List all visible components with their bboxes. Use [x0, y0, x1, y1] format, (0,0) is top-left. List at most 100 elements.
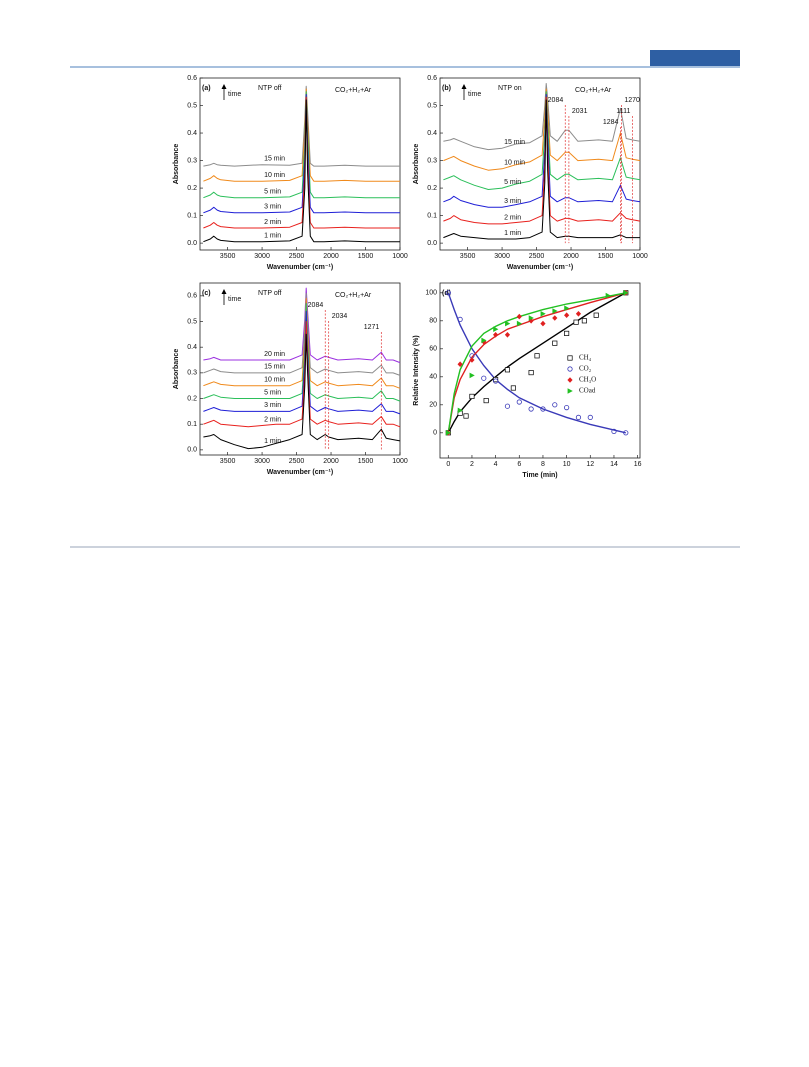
series-label: 3 min [264, 402, 281, 409]
point-square [534, 353, 540, 359]
spectrum-line [203, 94, 400, 214]
series-label: 2 min [264, 219, 281, 226]
point-triangle [481, 337, 487, 344]
y-tick-label: 0.4 [187, 344, 197, 351]
peak-label: 2084 [548, 97, 564, 104]
gas-label: CO₂+H₂+Ar [575, 87, 612, 94]
point-circle [540, 406, 546, 412]
legend-label: CO₂ [579, 365, 592, 373]
fit-line [447, 292, 626, 434]
condition-label: NTP off [258, 85, 282, 92]
time-label: time [468, 91, 481, 98]
point-circle [552, 402, 558, 408]
time-arrow-head [221, 84, 227, 89]
point-square [504, 367, 511, 373]
point-triangle [469, 372, 475, 379]
legend-marker [567, 377, 573, 383]
series-label: 15 min [504, 139, 525, 146]
spectrum-line [443, 99, 640, 240]
x-tick-label: 2000 [323, 253, 339, 260]
point-diamond [564, 312, 570, 318]
x-tick-label: 0 [446, 461, 450, 468]
series-label: 1 min [264, 233, 281, 240]
y-tick-label: 80 [429, 318, 437, 325]
y-tick-label: 0.1 [187, 212, 197, 219]
y-tick-label: 0.2 [187, 395, 197, 402]
point-circle [528, 406, 534, 412]
x-tick-label: 2 [470, 461, 474, 468]
x-tick-label: 6 [517, 461, 521, 468]
y-axis-title: Relative Intensity (%) [413, 335, 420, 405]
spectrum-line [203, 85, 400, 167]
gas-label: CO₂+H₂+Ar [335, 87, 372, 94]
x-tick-label: 4 [494, 461, 498, 468]
series-label: 3 min [264, 204, 281, 211]
point-triangle [623, 290, 629, 296]
point-circle [611, 428, 617, 434]
spectrum-line [443, 83, 641, 151]
time-arrow-head [221, 289, 227, 294]
x-tick-label: 3500 [220, 253, 236, 260]
spectrum-line [203, 99, 400, 243]
point-circle [564, 404, 570, 411]
point-circle [504, 403, 511, 409]
point-square [510, 385, 516, 391]
legend-label: COad [579, 387, 596, 395]
peak-label: 1111 [616, 108, 630, 115]
time-label: time [228, 296, 241, 303]
series-label: 15 min [264, 364, 285, 371]
point-diamond [516, 313, 522, 320]
panel-label: (c) [202, 290, 211, 297]
point-square [564, 330, 570, 336]
y-tick-label: 0.0 [427, 240, 437, 247]
y-tick-label: 0 [433, 430, 437, 437]
header-tab [650, 50, 740, 66]
y-tick-label: 100 [425, 290, 437, 297]
point-square [483, 398, 489, 404]
y-tick-label: 0.0 [187, 447, 197, 454]
point-circle [493, 378, 499, 384]
y-tick-label: 0.5 [427, 102, 437, 109]
point-triangle [445, 430, 452, 436]
gas-label: CO₂+H₂+Ar [335, 292, 372, 299]
x-tick-label: 1000 [632, 253, 648, 260]
legend-marker [567, 388, 573, 394]
point-circle [457, 316, 463, 322]
y-tick-label: 0.6 [187, 293, 197, 300]
series-label: 2 min [504, 215, 521, 222]
y-axis-title: Absorbance [413, 144, 420, 185]
legend-label: CH₄ [579, 354, 592, 362]
point-square [581, 318, 587, 324]
spectrum-line [203, 88, 400, 182]
y-tick-label: 0.6 [187, 75, 197, 82]
x-axis-title: Wavenumber (cm⁻¹) [267, 264, 333, 271]
point-circle [481, 375, 487, 381]
x-tick-label: 2500 [529, 253, 545, 260]
x-tick-label: 1000 [392, 253, 408, 260]
x-tick-label: 2000 [563, 253, 579, 260]
point-circle [623, 430, 629, 436]
x-tick-label: 2500 [289, 253, 305, 260]
point-square [463, 413, 469, 419]
x-tick-label: 12 [586, 461, 594, 468]
x-tick-label: 14 [610, 461, 618, 468]
x-tick-label: 10 [563, 461, 571, 468]
point-circle [445, 290, 451, 296]
x-tick-label: 3000 [254, 253, 270, 260]
y-tick-label: 0.1 [427, 212, 437, 219]
point-diamond [504, 332, 511, 338]
y-tick-label: 0.4 [187, 130, 197, 137]
x-tick-label: 3500 [220, 458, 236, 465]
spectrum-line [203, 333, 401, 450]
point-diamond [575, 311, 582, 317]
y-axis-title: Absorbance [173, 144, 180, 185]
y-tick-label: 0.5 [187, 318, 197, 325]
y-tick-label: 40 [429, 374, 437, 381]
condition-label: NTP off [258, 290, 282, 297]
x-tick-label: 2000 [323, 458, 339, 465]
y-tick-label: 0.0 [187, 240, 197, 247]
point-diamond [469, 357, 475, 363]
x-tick-label: 3000 [254, 458, 270, 465]
